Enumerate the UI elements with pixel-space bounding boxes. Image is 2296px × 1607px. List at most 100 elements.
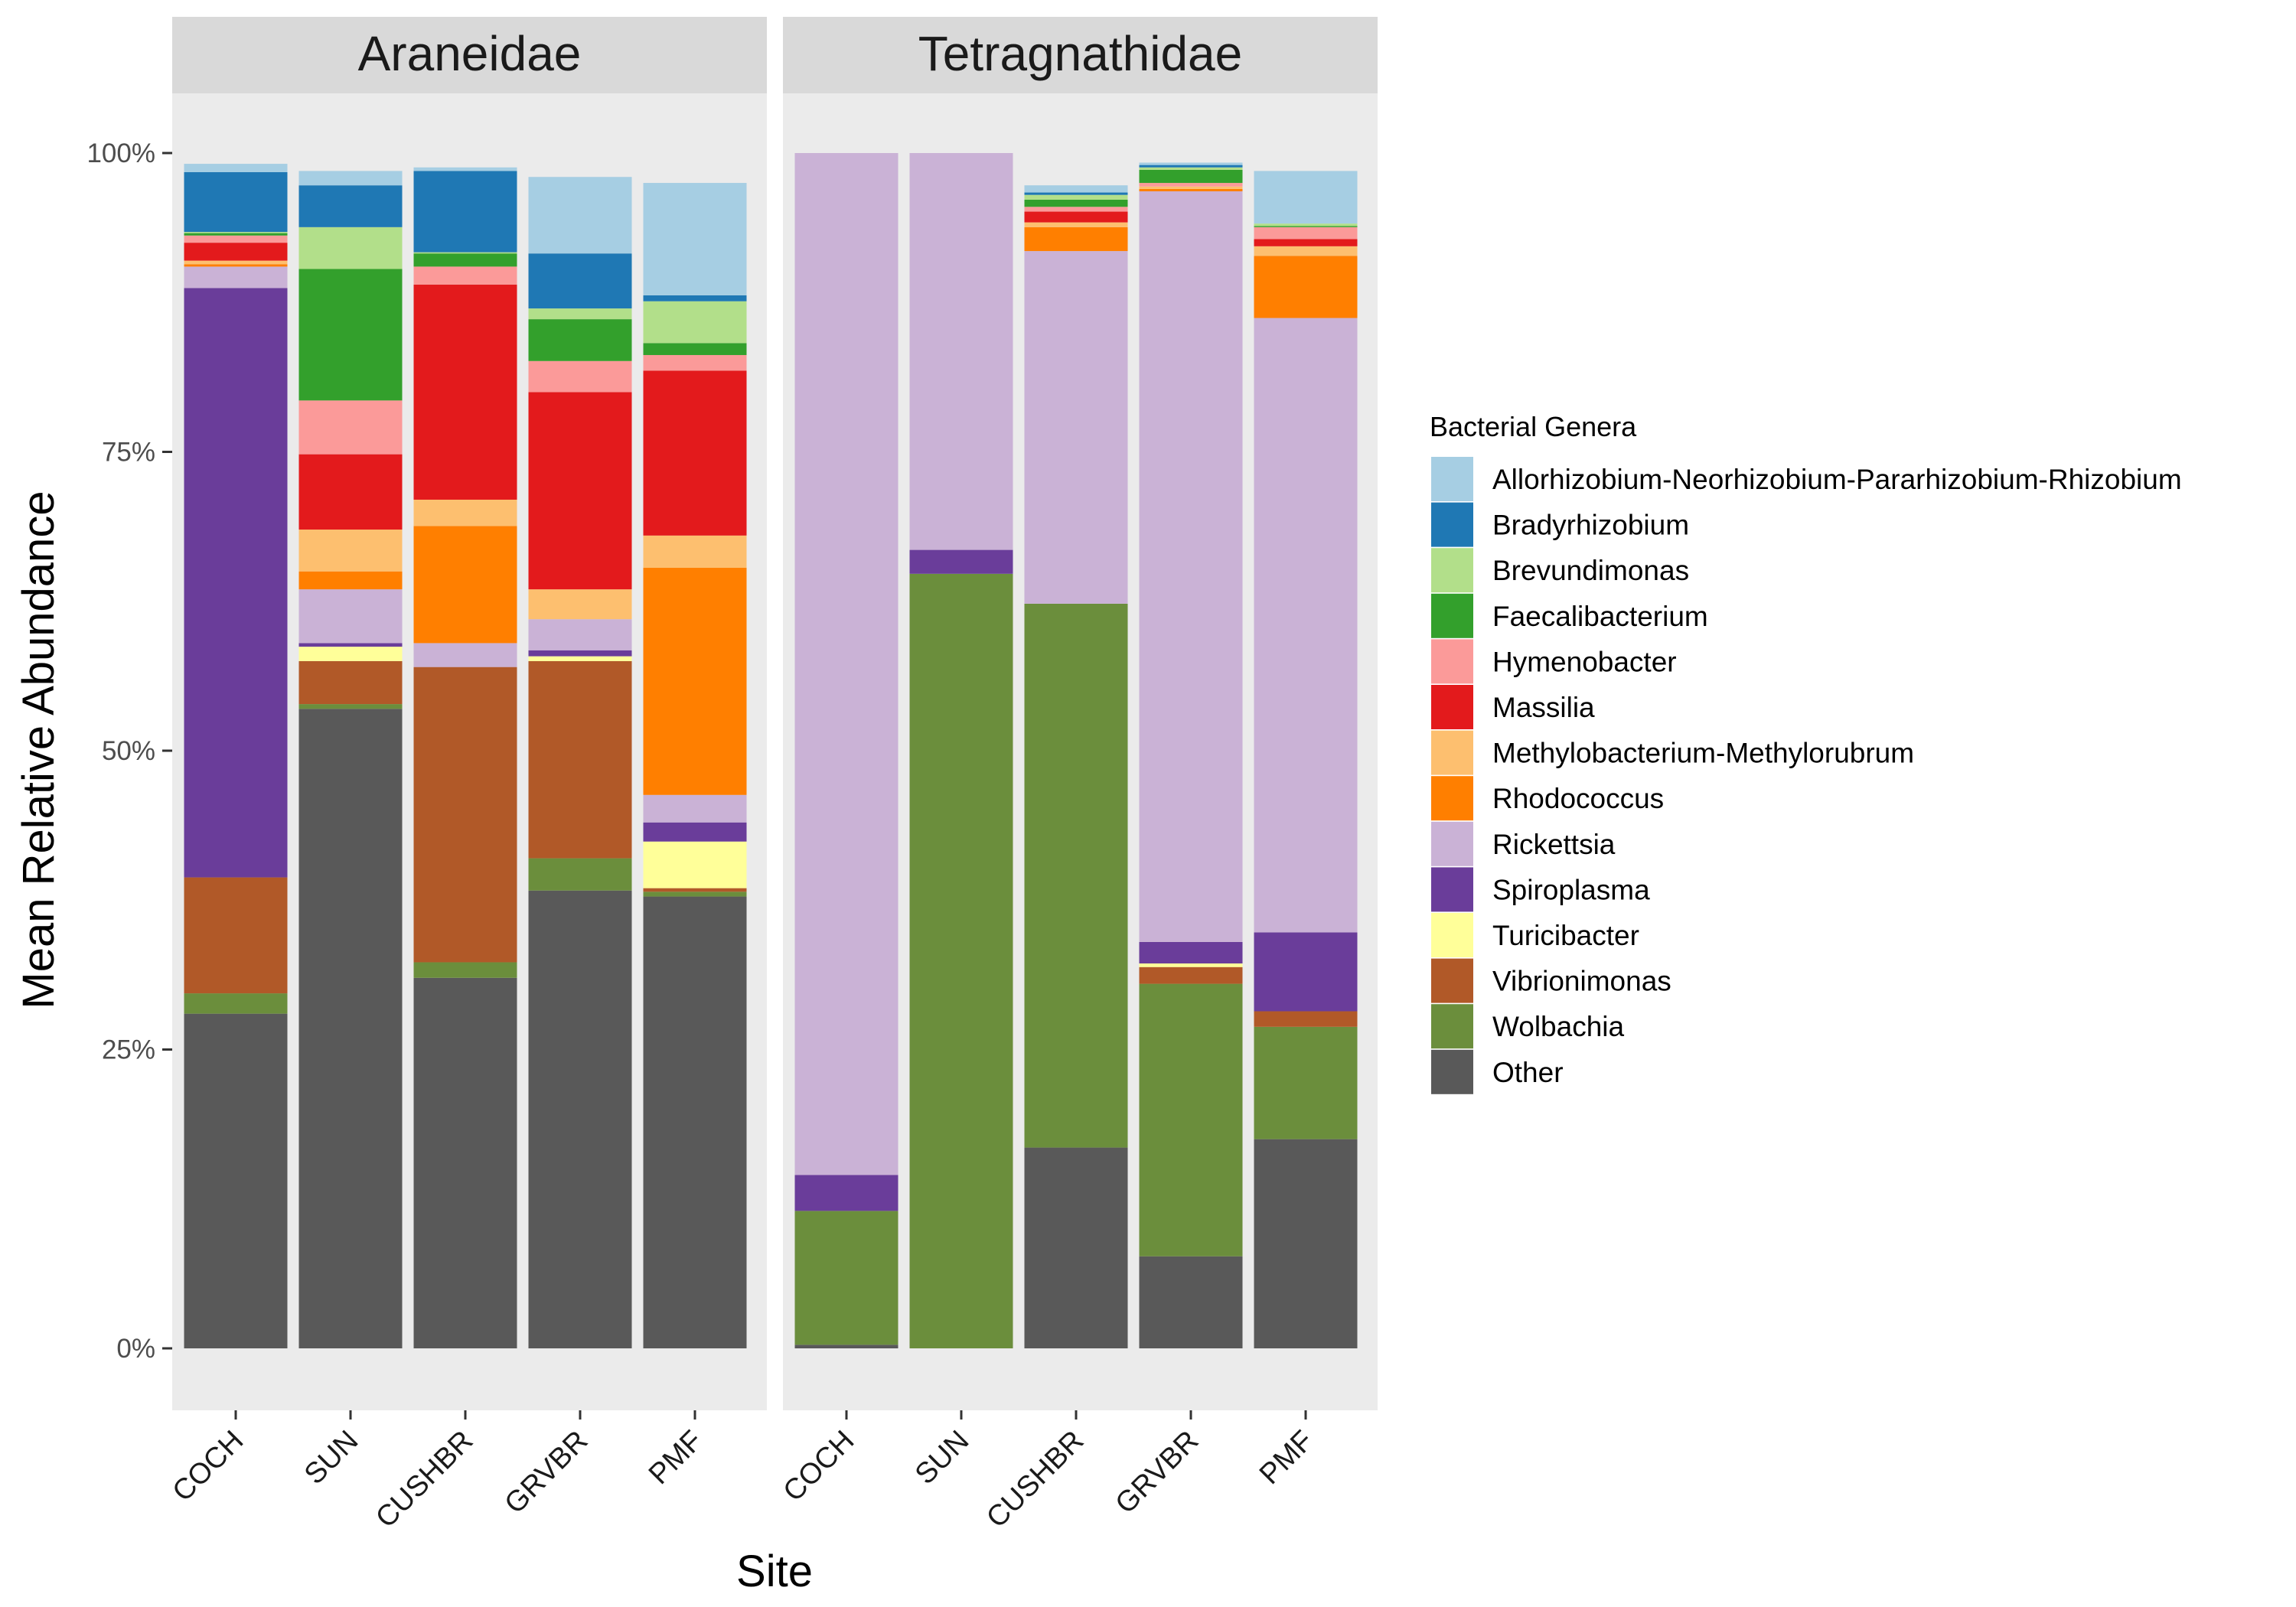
bar-segment-massilia [413,284,517,500]
bar-segment-rickettsia [643,794,747,823]
bar-segment-hymenobacter [1024,207,1128,212]
legend-label: Methylobacterium-Methylorubrum [1492,738,1914,769]
bar-segment-brevundimonas [643,301,747,344]
bar-segment-rickettsia [413,643,517,667]
bar-segment-other [1254,1139,1358,1348]
bar-segment-rhodococcus [184,264,288,267]
bar-segment-rickettsia [528,619,632,650]
bar-stack-grvbr [528,177,632,1348]
x-tick-label: COCH [778,1425,861,1508]
bar-segment-massilia [184,243,288,261]
bar-segment-rickettsia [909,153,1013,550]
bar-stack-sun [909,153,1013,1348]
bar-segment-vibrionimonas [413,667,517,963]
legend-swatch [1431,1049,1473,1094]
bar-segment-massilia [1024,211,1128,223]
bar-segment-vibrionimonas [1254,1011,1358,1027]
x-tick-label: COCH [167,1425,250,1508]
legend-label: Wolbachia [1492,1011,1625,1042]
bar-segment-rhodococcus [298,571,403,590]
panels-layer: Araneidae Tetragnathidae [172,17,1378,1410]
bar-segment-methylobacterium-methylorubrum [1024,222,1128,227]
bar-segment-faecalibacterium [184,233,288,236]
bar-segment-other [298,709,403,1348]
bar-segment-methylobacterium-methylorubrum [1254,246,1358,256]
bar-segment-wolbachia [1024,603,1128,1148]
bar-segment-faecalibacterium [413,253,517,267]
legend-label: Vibrionimonas [1492,966,1671,997]
facet-strip-label: Araneidae [358,26,582,81]
bar-segment-allorhizobium-neorhizobium-pararhizobium-rhizobium [528,177,632,254]
legend-item-turicibacter: Turicibacter [1431,913,1639,957]
y-tick-label: 0% [116,1334,155,1364]
bar-segment-methylobacterium-methylorubrum [184,260,288,265]
bar-segment-turicibacter [528,656,632,661]
bar-segment-bradyrhizobium [413,171,517,253]
x-axis-title: Site [736,1547,813,1596]
bar-segment-massilia [298,454,403,530]
legend-swatch [1431,1004,1473,1049]
bar-segment-brevundimonas [1254,223,1358,227]
legend-label: Massilia [1492,692,1595,723]
bar-segment-rhodococcus [413,526,517,644]
bar-segment-wolbachia [184,993,288,1014]
bar-segment-rhodococcus [1024,227,1128,252]
bar-segment-bradyrhizobium [643,295,747,302]
bar-stack-sun [298,171,403,1348]
bar-stack-cushbr [413,167,517,1348]
legend-swatch [1431,457,1473,501]
x-tick-label: CUSHBR [370,1425,479,1534]
bar-segment-bradyrhizobium [1139,165,1243,168]
legend-title: Bacterial Genera [1430,411,1637,442]
legend-swatch [1431,776,1473,821]
bar-segment-allorhizobium-neorhizobium-pararhizobium-rhizobium [298,171,403,186]
bar-segment-spiroplasma [1254,932,1358,1012]
legend-item-brevundimonas: Brevundimonas [1431,548,1689,593]
bar-segment-other [1024,1147,1128,1348]
bar-segment-brevundimonas [413,252,517,254]
bar-segment-spiroplasma [794,1175,899,1211]
legend-item-rickettsia: Rickettsia [1431,821,1616,866]
bar-segment-spiroplasma [298,643,403,647]
legend-swatch [1431,502,1473,547]
bar-segment-rickettsia [794,153,899,1175]
bar-segment-brevundimonas [1024,194,1128,200]
bar-segment-brevundimonas [184,232,288,233]
bar-segment-vibrionimonas [298,660,403,705]
legend-swatch [1431,639,1473,684]
bar-segment-faecalibacterium [1254,226,1358,227]
bar-segment-allorhizobium-neorhizobium-pararhizobium-rhizobium [1139,162,1243,165]
legend-swatch [1431,913,1473,957]
bar-segment-faecalibacterium [298,269,403,401]
facet-strip [783,17,1378,93]
x-tick-label: PMF [1254,1425,1319,1491]
bar-segment-other [1139,1256,1243,1348]
legend-item-faecalibacterium: Faecalibacterium [1431,593,1708,638]
bar-segment-bradyrhizobium [528,253,632,309]
bar-segment-vibrionimonas [643,888,747,892]
bar-segment-methylobacterium-methylorubrum [298,530,403,572]
x-tick-label: SUN [909,1425,975,1491]
legend-item-allorhizobium-neorhizobium-pararhizobium-rhizobium: Allorhizobium-Neorhizobium-Pararhizobium… [1431,457,2182,501]
x-tick-label: CUSHBR [980,1425,1090,1534]
bar-segment-spiroplasma [528,650,632,657]
bar-segment-massilia [528,392,632,590]
bar-segment-rickettsia [1024,251,1128,604]
bar-segment-other [643,896,747,1348]
bar-segment-spiroplasma [909,549,1013,574]
bar-segment-brevundimonas [298,227,403,269]
legend-label: Rhodococcus [1492,783,1664,814]
bar-segment-wolbachia [1254,1026,1358,1139]
legend-item-massilia: Massilia [1431,685,1595,729]
bar-segment-rickettsia [1139,191,1243,942]
bar-segment-wolbachia [909,573,1013,1348]
legend-item-wolbachia: Wolbachia [1431,1004,1625,1049]
legend-item-rhodococcus: Rhodococcus [1431,776,1664,821]
bar-segment-spiroplasma [184,288,288,878]
y-tick-label: 50% [102,736,155,766]
legend-swatch [1431,593,1473,638]
bar-segment-bradyrhizobium [1024,192,1128,195]
bar-segment-hymenobacter [643,354,747,371]
bar-segment-bradyrhizobium [184,171,288,233]
y-tick-label: 75% [102,438,155,468]
